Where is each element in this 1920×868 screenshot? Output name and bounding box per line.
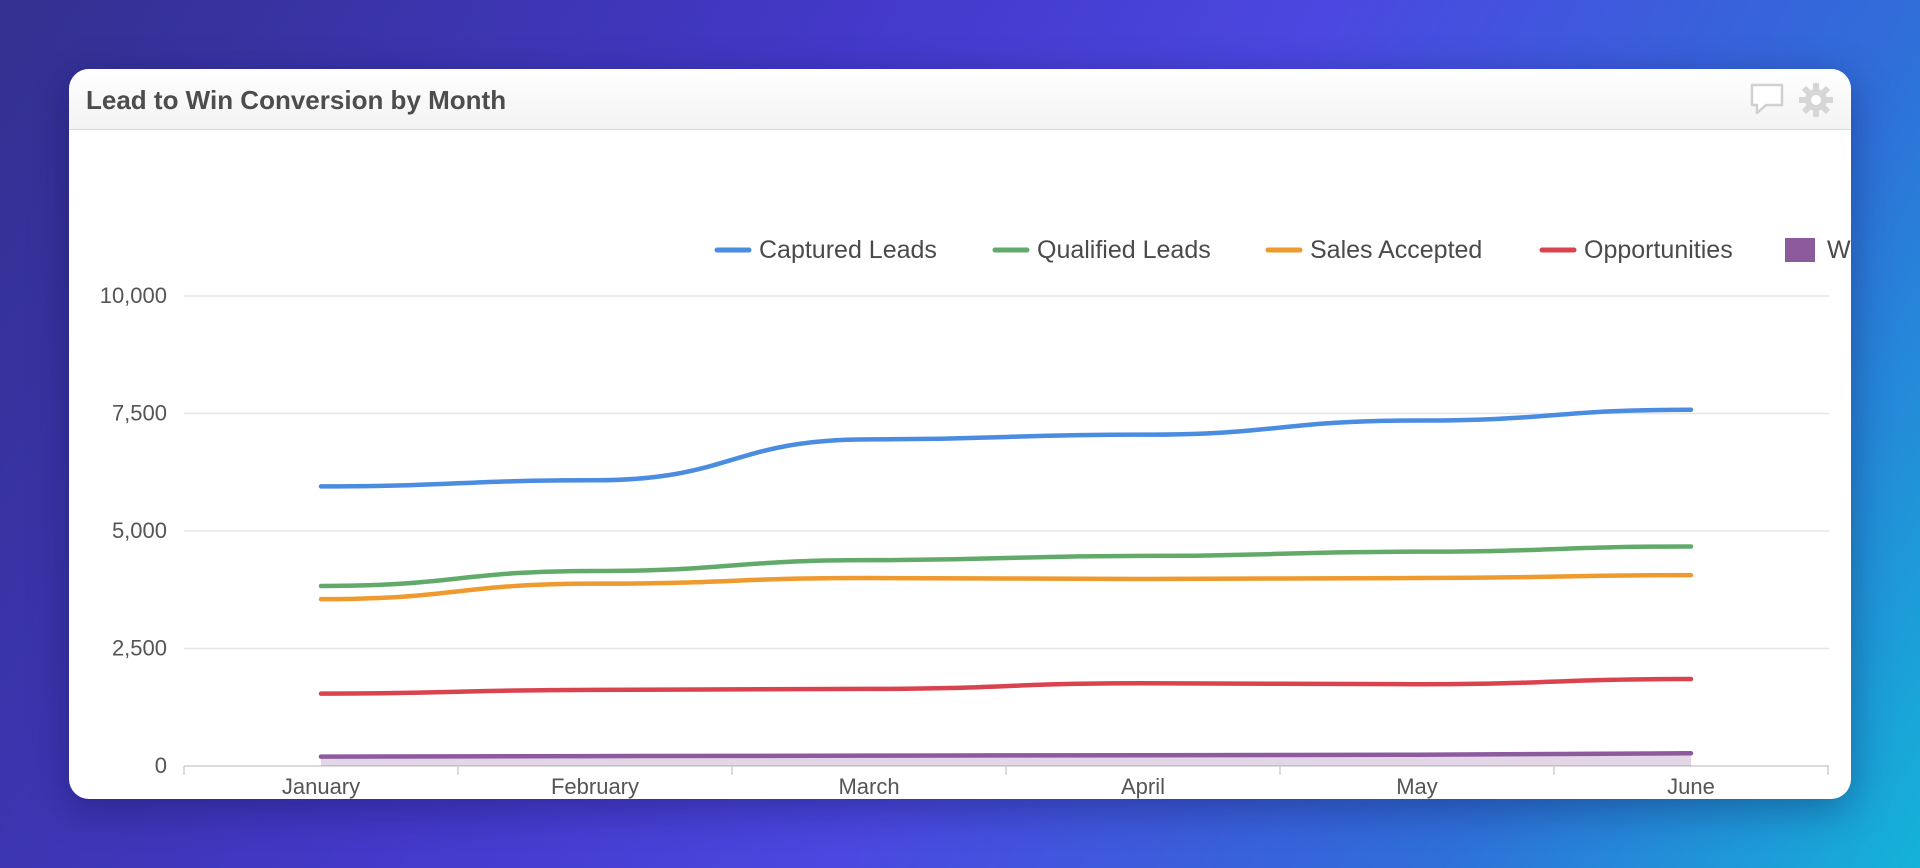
legend-label-captured-leads: Captured Leads: [759, 236, 937, 264]
x-tick-label: March: [838, 774, 899, 799]
series-lines: [318, 407, 1694, 766]
widget-title: Lead to Win Conversion by Month: [86, 85, 507, 115]
gear-icon[interactable]: [1797, 81, 1835, 124]
legend-label-sales-accepted: Sales Accepted: [1310, 236, 1482, 264]
x-tick-label: May: [1396, 774, 1438, 799]
legend-label-wins: Wins: [1827, 236, 1851, 264]
sales-accepted-line: [318, 572, 1694, 602]
gridlines: [184, 295, 1829, 650]
x-tick-label: February: [551, 774, 639, 799]
legend-label-qualified-leads: Qualified Leads: [1037, 236, 1211, 264]
x-tick-label: June: [1667, 774, 1715, 799]
legend-swatch-wins: [1785, 238, 1815, 262]
opportunities-line: [318, 676, 1694, 696]
qualified-leads-line: [318, 544, 1694, 589]
x-tick-label: April: [1121, 774, 1165, 799]
x-axis: January February March April May June: [183, 765, 1829, 799]
comment-icon[interactable]: [1748, 81, 1786, 122]
y-tick-label: 7,500: [112, 401, 167, 426]
captured-leads-line: [318, 407, 1694, 489]
y-tick-label: 10,000: [100, 283, 167, 308]
y-tick-label: 2,500: [112, 636, 167, 661]
y-tick-label: 0: [155, 753, 167, 778]
legend-label-opportunities: Opportunities: [1584, 236, 1733, 264]
wins-line: [318, 751, 1694, 759]
line-chart: 10,000 7,500 5,000 2,500 0 January February Ma…: [100, 236, 1851, 799]
x-tick-label: January: [282, 774, 360, 799]
y-axis: 10,000 7,500 5,000 2,500 0: [100, 283, 167, 778]
y-tick-label: 5,000: [112, 518, 167, 543]
chart-widget: Lead to Win Conversion by Month: [69, 69, 1851, 799]
legend: Captured Leads Qualified Leads Sales Accep…: [714, 236, 1851, 264]
widget-header: Lead to Win Conversion by Month: [69, 69, 1851, 130]
